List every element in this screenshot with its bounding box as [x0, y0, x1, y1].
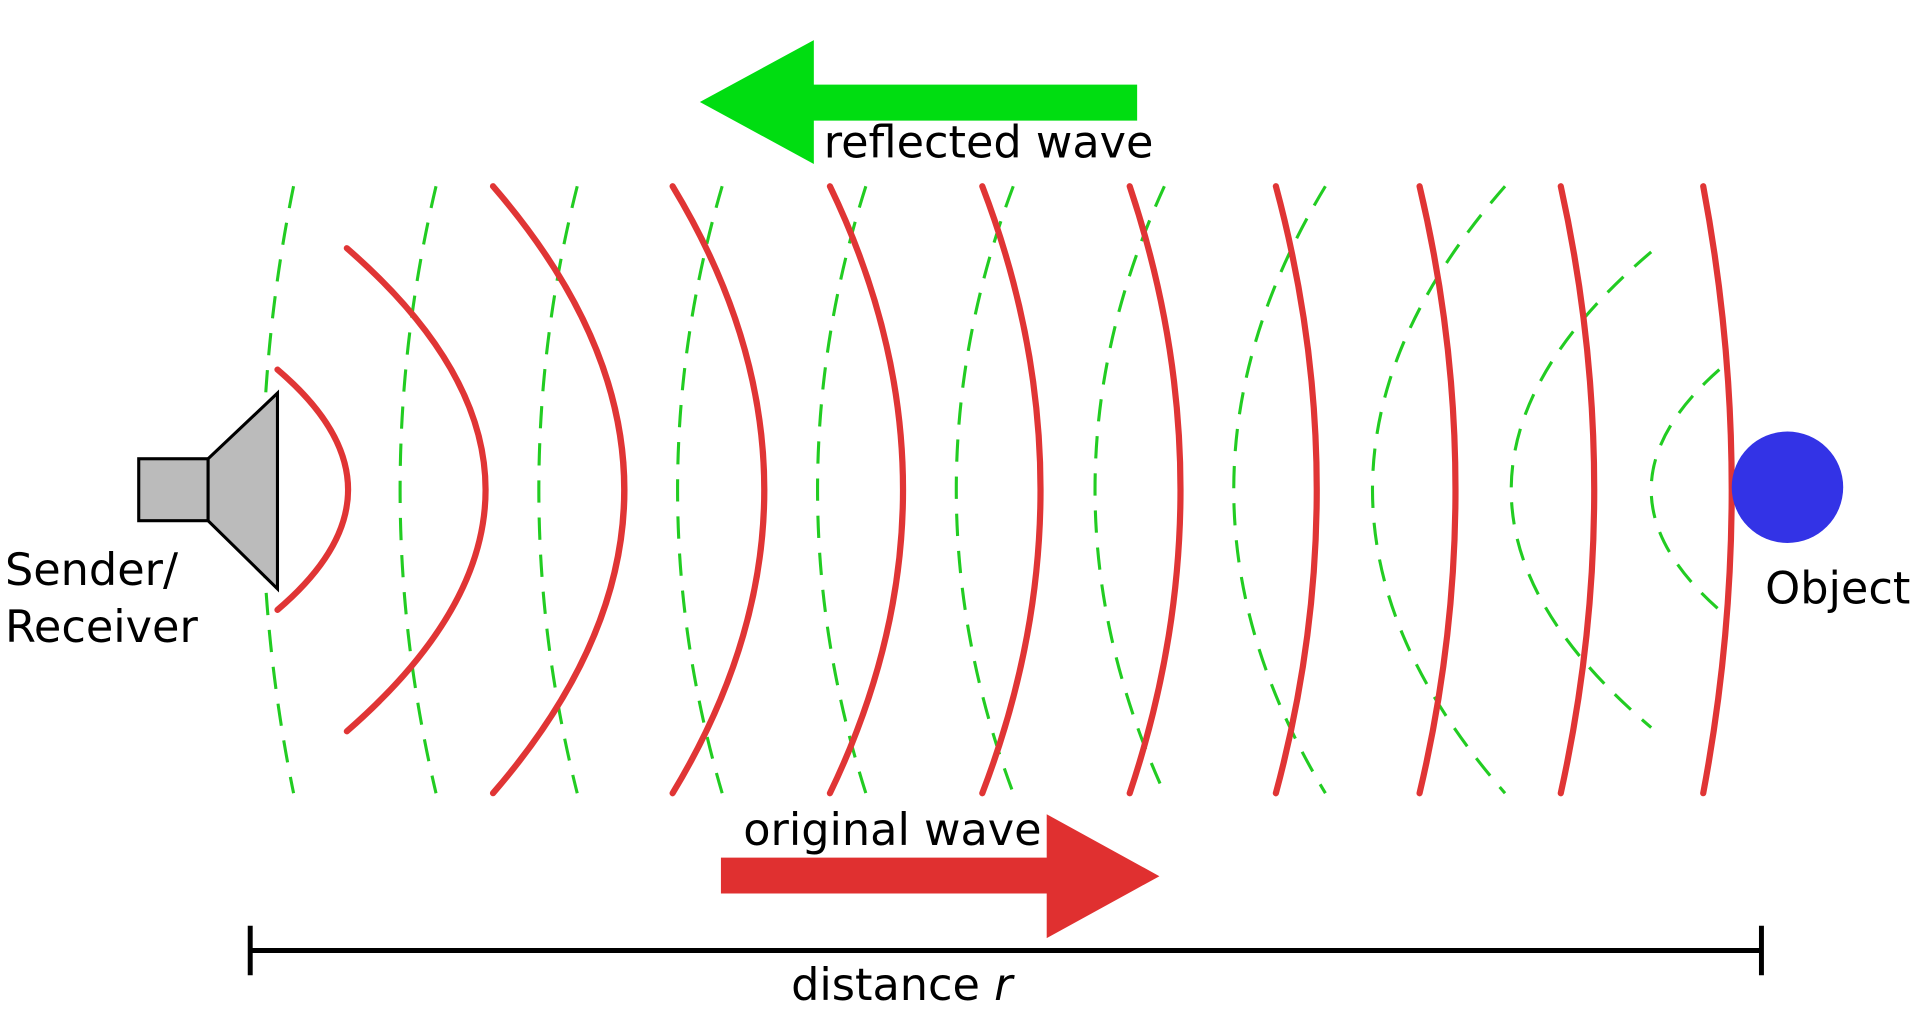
- reflected-wavefront: [1093, 185, 1166, 794]
- original-wavefront: [826, 183, 907, 797]
- reflected-wavefront: [816, 185, 868, 794]
- reflected-arrow: [699, 40, 1138, 164]
- reflected-wavefront: [676, 185, 724, 794]
- original-arrow: [720, 814, 1160, 939]
- original-label: original wave: [743, 804, 1041, 856]
- sender-label: Sender/: [5, 544, 179, 596]
- reflected-wavefront: [954, 185, 1015, 794]
- original-wavefront: [669, 183, 768, 797]
- object-label: Object: [1765, 563, 1910, 615]
- reflected-wavefront: [1649, 368, 1721, 612]
- waves: [261, 183, 1735, 797]
- speaker-body: [137, 457, 210, 523]
- original-wavefront: [1700, 183, 1735, 797]
- reflected-label: reflected wave: [824, 117, 1154, 169]
- distance-var: r: [994, 959, 1015, 1011]
- original-wavefront: [1272, 183, 1320, 797]
- original-wavefront: [1126, 183, 1184, 797]
- original-wavefront: [489, 183, 628, 797]
- object: [1731, 431, 1844, 543]
- original-wavefront: [1416, 183, 1459, 797]
- speaker-cone: [206, 389, 280, 593]
- original-wavefront: [343, 245, 489, 735]
- reflected-wavefront: [1232, 185, 1327, 795]
- distance-bar: [247, 925, 1764, 976]
- original-wavefront: [979, 183, 1044, 797]
- sender-label: Receiver: [5, 601, 199, 653]
- reflected-wavefront: [398, 185, 438, 794]
- original-wavefront: [274, 366, 351, 613]
- distance-label: distance r: [791, 959, 1015, 1011]
- original-wavefront: [1557, 183, 1598, 797]
- distance-word: distance: [791, 959, 980, 1011]
